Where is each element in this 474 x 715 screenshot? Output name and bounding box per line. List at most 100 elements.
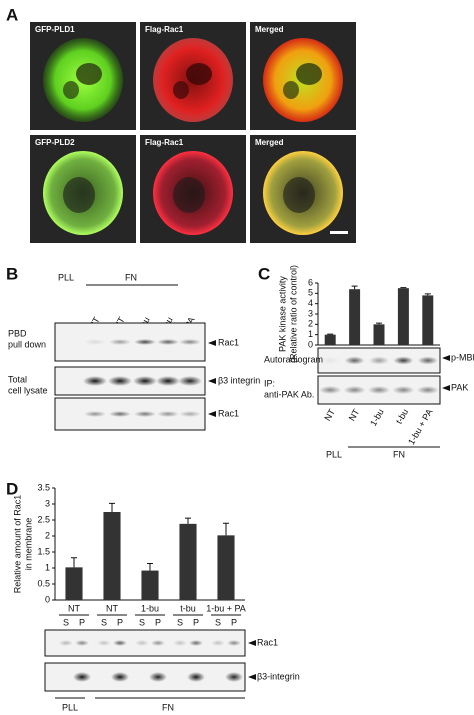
x-tick-label: 1-bu (141, 603, 159, 613)
band (73, 672, 91, 682)
group-label: FN (125, 272, 137, 282)
scale-bar (330, 231, 348, 234)
band (135, 640, 149, 646)
band (319, 386, 342, 394)
panel-label: D (6, 479, 18, 498)
y-tick-label: 0 (308, 339, 313, 349)
bar (397, 288, 409, 345)
band-label: Rac1 (257, 637, 278, 647)
y-axis-label: in membrane (23, 518, 33, 571)
band (149, 672, 167, 682)
band (151, 640, 165, 646)
fraction-label: P (231, 617, 237, 627)
band-label: p-MBP (451, 352, 474, 362)
nucleus (63, 177, 95, 213)
y-tick-label: 5 (308, 288, 313, 298)
y-tick-label: 1 (45, 562, 50, 572)
error-bar (376, 322, 382, 325)
panel-label: B (6, 264, 18, 283)
bar (179, 523, 197, 600)
band (344, 356, 365, 365)
y-tick-label: 3 (308, 308, 313, 318)
error-bar (400, 287, 407, 289)
arrow (208, 340, 216, 346)
fraction-label: P (155, 617, 161, 627)
band (227, 640, 241, 646)
error-bar (185, 517, 191, 524)
fraction-label: S (215, 617, 221, 627)
y-tick-label: 0.5 (37, 578, 50, 588)
bar (65, 567, 83, 600)
band (84, 411, 106, 417)
y-axis-label: Relative amount of Rac1 (12, 495, 22, 594)
error-bar (147, 563, 153, 571)
image-label: Merged (255, 25, 284, 34)
arrow (248, 674, 256, 680)
band (187, 672, 205, 682)
arrow (248, 640, 256, 646)
nucleus (296, 63, 322, 85)
section-label: Total (8, 374, 27, 384)
group-label: FN (393, 449, 405, 459)
bar (349, 289, 361, 345)
blot-label: Autoradiogram (264, 354, 323, 364)
x-tick-label: 1-bu + PA (406, 407, 434, 446)
band (97, 640, 111, 646)
y-tick-label: 3 (45, 498, 50, 508)
band (157, 339, 179, 345)
band (369, 356, 389, 365)
group-label: FN (162, 702, 174, 712)
band-label: Rac1 (218, 408, 239, 418)
fraction-label: P (79, 617, 85, 627)
band (111, 672, 129, 682)
band (109, 339, 131, 345)
y-tick-label: 4 (308, 298, 313, 308)
section-label: pull down (8, 339, 46, 349)
fraction-label: S (63, 617, 69, 627)
band (156, 376, 180, 386)
error-bar (327, 333, 334, 335)
blot-label: anti-PAK Ab. (264, 389, 314, 399)
bar (141, 570, 159, 600)
y-tick-label: 1.5 (37, 546, 50, 556)
arrow (442, 355, 450, 361)
x-tick-label: 1-bu + PA (206, 603, 246, 613)
band (133, 376, 157, 386)
y-tick-label: 6 (308, 277, 313, 287)
nucleus (173, 81, 189, 99)
x-tick-label: NT (322, 407, 337, 423)
y-tick-label: 2 (308, 319, 313, 329)
band (417, 356, 438, 365)
fraction-label: S (101, 617, 107, 627)
band (134, 411, 156, 417)
band (59, 640, 73, 646)
band-label: Rac1 (218, 337, 239, 347)
y-tick-label: 0 (45, 594, 50, 604)
bar (217, 535, 235, 600)
group-label: PLL (62, 702, 78, 712)
y-tick-label: 2 (45, 530, 50, 540)
image-label: GFP-PLD2 (35, 138, 75, 147)
panel-label: A (6, 5, 18, 24)
bar (422, 295, 434, 345)
fraction-label: P (193, 617, 199, 627)
bar (324, 334, 336, 345)
x-tick-label: t-bu (180, 603, 196, 613)
nucleus (63, 81, 79, 99)
band (393, 356, 414, 365)
band (179, 339, 201, 345)
band (83, 376, 107, 386)
x-tick-label: t-bu (394, 407, 410, 425)
band-label: β3 integrin (218, 375, 260, 385)
y-tick-label: 2.5 (37, 514, 50, 524)
fraction-label: P (117, 617, 123, 627)
error-bar (424, 293, 431, 296)
y-axis-label: (Relative ratio of control) (288, 265, 298, 363)
band (75, 640, 89, 646)
blot-label: IP: (264, 378, 275, 388)
band (157, 411, 179, 417)
bar (103, 512, 121, 600)
arrow (442, 385, 450, 391)
error-bar (223, 522, 229, 536)
